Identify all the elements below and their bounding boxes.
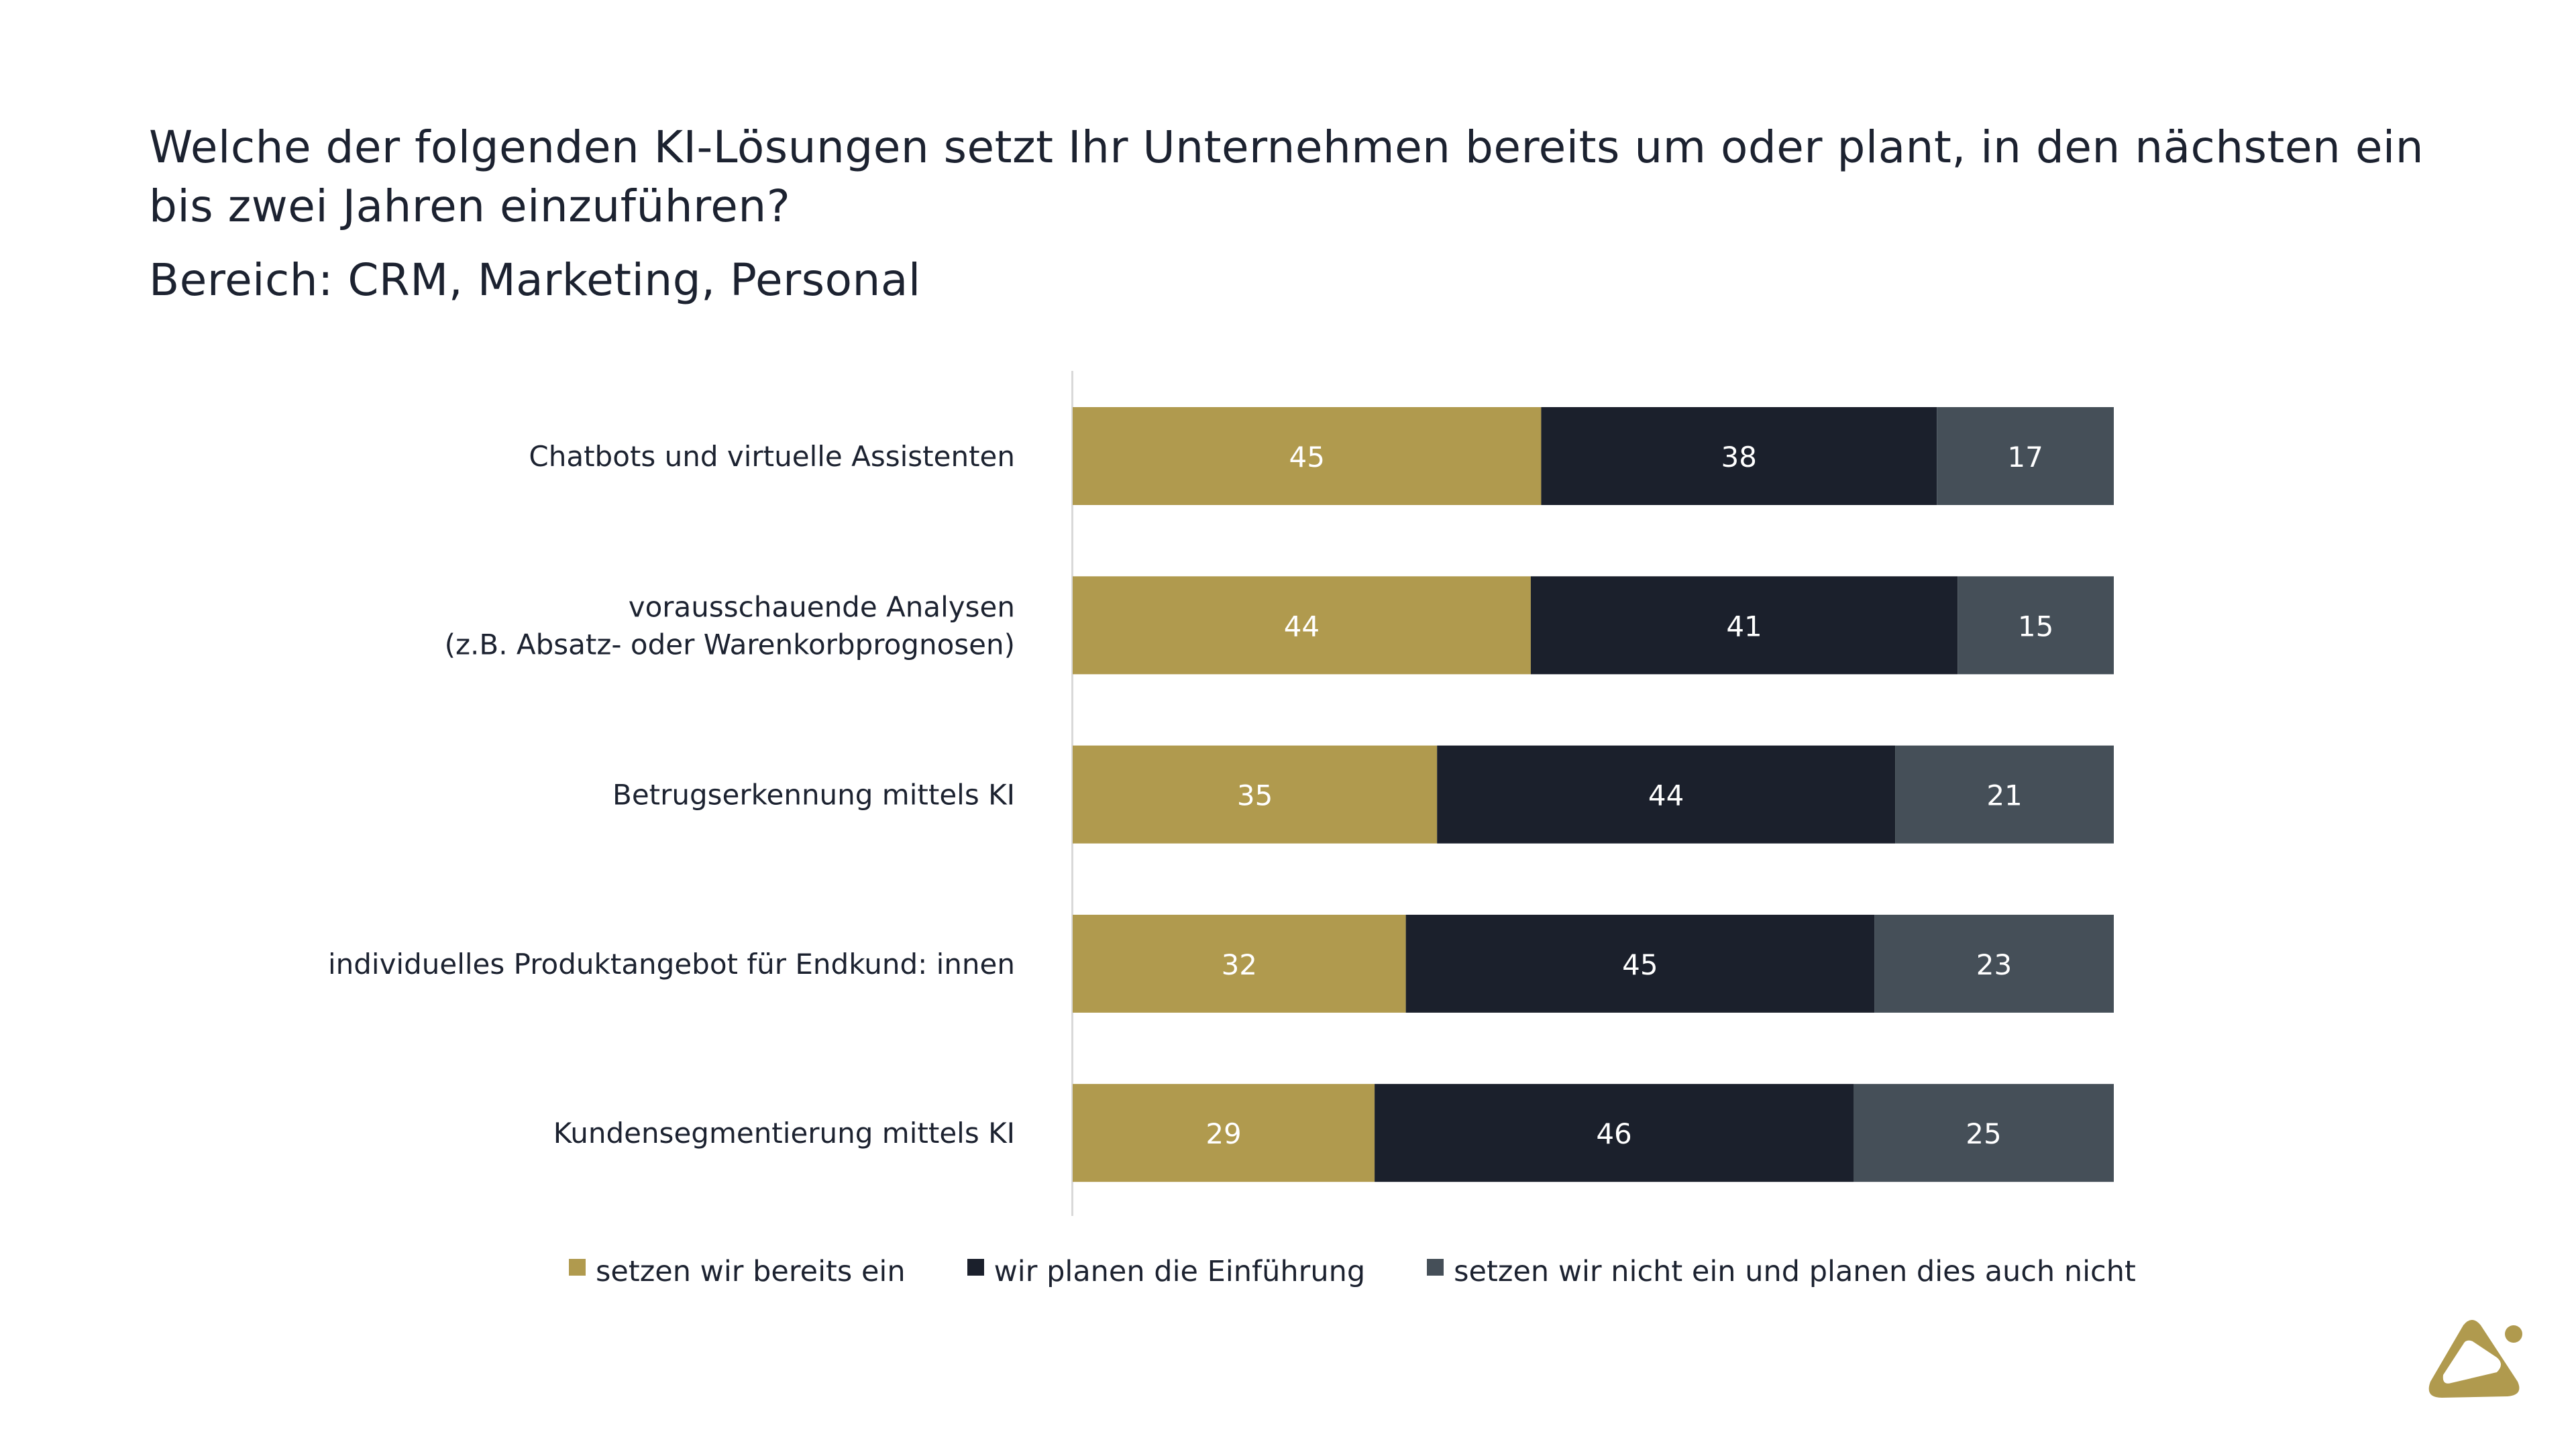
category-label-line: vorausschauende Analysen — [629, 590, 1015, 623]
legend-label: setzen wir nicht ein und planen dies auc… — [1454, 1255, 2136, 1288]
legend-item-not-using: setzen wir nicht ein und planen dies auc… — [1427, 1255, 2136, 1288]
bar-segment — [1073, 745, 1438, 844]
category-label-line: Betrugserkennung mittels KI — [612, 779, 1015, 812]
category-label-line: (z.B. Absatz- oder Warenkorbprognosen) — [445, 628, 1015, 661]
bar-segment — [1895, 745, 2114, 844]
triangle-dot-logo-icon — [2428, 1320, 2522, 1398]
data-label: 25 — [1966, 1117, 2001, 1150]
legend-label: wir planen die Einführung — [994, 1255, 1366, 1288]
legend-swatch — [1427, 1258, 1444, 1276]
data-label: 45 — [1622, 948, 1658, 981]
data-label: 15 — [2018, 610, 2053, 643]
data-label: 41 — [1726, 610, 1762, 643]
bar-segment — [1073, 914, 1406, 1013]
category-label-line: Chatbots und virtuelle Assistenten — [529, 440, 1015, 473]
chart-subtitle: Bereich: CRM, Marketing, Personal — [149, 254, 921, 306]
data-label: 38 — [1721, 441, 1757, 474]
category-label: Betrugserkennung mittels KI — [612, 779, 1015, 812]
value-labels: 45 38 17 44 41 15 35 44 21 32 45 23 29 46 25 — [1205, 441, 2053, 1150]
legend-swatch — [569, 1258, 586, 1276]
bar-segment — [1375, 1084, 1854, 1182]
data-label: 44 — [1284, 610, 1320, 643]
legend-item-already-using: setzen wir bereits ein — [569, 1255, 906, 1288]
category-label: Kundensegmentierung mittels KI — [553, 1117, 1015, 1150]
category-label: vorausschauende Analysen (z.B. Absatz- od… — [445, 590, 1015, 661]
category-label-line: individuelles Produktangebot für Endkund… — [328, 948, 1015, 981]
bar-segment — [1541, 407, 1937, 505]
legend-item-planning: wir planen die Einführung — [967, 1255, 1366, 1288]
category-label: individuelles Produktangebot für Endkund… — [328, 948, 1015, 981]
legend-swatch — [967, 1258, 984, 1276]
bar-segment — [1854, 1084, 2114, 1182]
bar-segment — [1957, 576, 2114, 675]
data-label: 29 — [1205, 1117, 1241, 1150]
bar-segment — [1405, 914, 1875, 1013]
bar-segment — [1530, 576, 1958, 675]
data-label: 17 — [2007, 441, 2043, 474]
data-label: 23 — [1976, 948, 2012, 981]
data-label: 44 — [1648, 779, 1684, 812]
data-label: 32 — [1222, 948, 1257, 981]
bar-segment — [1937, 407, 2114, 505]
legend: setzen wir bereits ein wir planen die Ei… — [569, 1253, 2136, 1290]
legend-label: setzen wir bereits ein — [596, 1255, 906, 1288]
category-label: Chatbots und virtuelle Assistenten — [529, 440, 1015, 473]
category-labels: Chatbots und virtuelle Assistenten voraus… — [328, 440, 1015, 1150]
data-label: 45 — [1289, 441, 1324, 474]
chart-title: Welche der folgenden KI-Lösungen setzt I… — [149, 121, 2424, 232]
bars-group — [1073, 407, 2114, 1182]
bar-segment — [1073, 407, 1542, 505]
data-label: 46 — [1596, 1117, 1631, 1150]
bar-segment — [1073, 1084, 1375, 1182]
bar-segment — [1437, 745, 1896, 844]
data-label: 21 — [1986, 779, 2022, 812]
category-label-line: Kundensegmentierung mittels KI — [553, 1117, 1015, 1150]
bar-segment — [1073, 576, 1531, 675]
data-label: 35 — [1237, 779, 1273, 812]
bar-segment — [1874, 914, 2114, 1013]
